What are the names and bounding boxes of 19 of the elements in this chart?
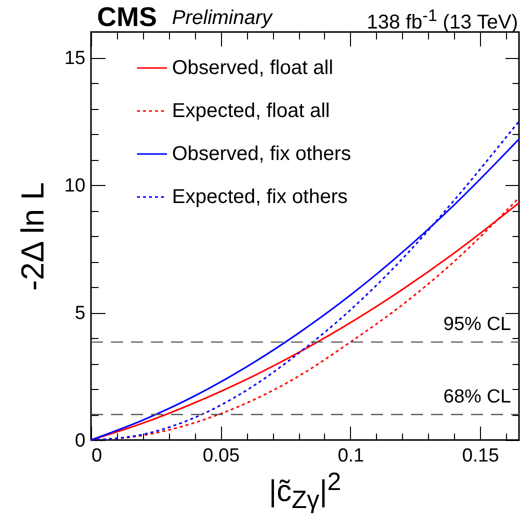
legend-label: Observed, fix others — [172, 143, 351, 165]
legend-label: Expected, fix others — [172, 186, 348, 208]
y-tick-label: 10 — [64, 176, 86, 196]
x-tick-label: 0.05 — [202, 446, 240, 466]
y-tick-label: 0 — [74, 430, 86, 452]
chart-title: CMS — [97, 2, 157, 32]
x-axis-title: |c̃$_{Zγ}$|$^{2}$ — [268, 468, 342, 514]
y-tick-label: 5 — [74, 303, 86, 324]
ref-line-label: 68% CL — [443, 386, 511, 408]
x-tick-label: 0.1 — [338, 446, 364, 466]
x-tick-label: 0.15 — [462, 446, 500, 466]
legend-label: Expected, float all — [172, 100, 330, 122]
x-tick-label: 0 — [92, 446, 102, 466]
legend-label: Observed, float all — [172, 57, 334, 79]
ref-line-label: 95% CL — [443, 314, 511, 336]
y-tick-label: 15 — [64, 48, 86, 69]
annotation: 138 fb$^{-1}$ (13 TeV) — [366, 6, 518, 34]
chart-subtitle: Preliminary — [172, 7, 272, 29]
y-axis-title: -2Δ ln L — [14, 182, 50, 291]
